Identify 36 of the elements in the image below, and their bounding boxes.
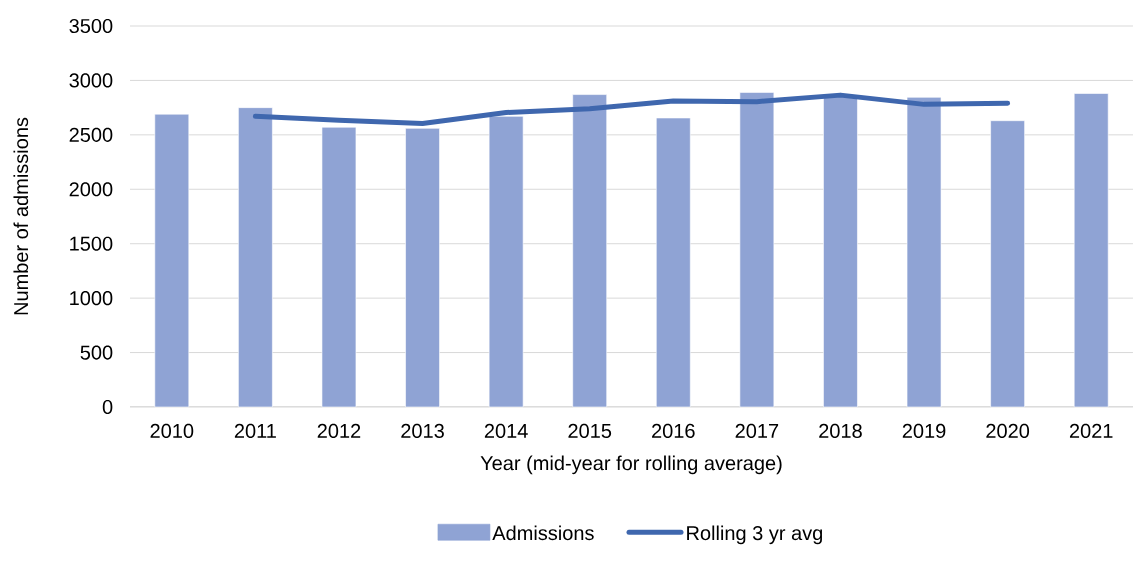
x-tick-label: 2013 — [401, 423, 444, 439]
y-tick-label: 2000 — [69, 182, 113, 197]
bar — [990, 120, 1025, 408]
x-tick-label: 2016 — [652, 423, 695, 439]
bar — [154, 113, 190, 408]
y-tick-label: 500 — [80, 345, 113, 360]
y-tick-label: 3500 — [69, 18, 113, 34]
x-tick-label: 2021 — [1069, 423, 1113, 439]
x-tick-label: 2015 — [568, 423, 612, 439]
bar — [655, 117, 691, 408]
y-tick-label: 1000 — [70, 291, 113, 306]
bar — [405, 128, 440, 408]
y-tick-label: 2500 — [69, 127, 113, 142]
y-tick-label: 1500 — [70, 236, 113, 251]
x-tick-label: 2010 — [150, 423, 194, 439]
bar — [572, 94, 608, 408]
x-axis-title: Year (mid-year for rolling average) — [480, 455, 782, 475]
y-tick-label: 3000 — [69, 73, 113, 88]
x-tick-label: 2011 — [234, 423, 276, 439]
legend-label: Rolling 3 yr avg — [687, 525, 823, 545]
bar — [321, 126, 357, 408]
bar — [906, 97, 942, 408]
y-axis-title: Number of admissions — [13, 117, 29, 315]
x-tick-label: 2019 — [902, 423, 946, 439]
bar — [823, 95, 858, 408]
bar — [1073, 93, 1109, 408]
bar — [739, 92, 775, 408]
legend-label: Admissions — [492, 525, 594, 541]
bar — [238, 107, 273, 408]
bar — [488, 116, 524, 408]
y-tick-label: 0 — [102, 399, 113, 415]
x-tick-label: 2020 — [986, 423, 1030, 439]
x-tick-label: 2012 — [317, 423, 361, 439]
x-tick-label: 2014 — [484, 423, 528, 439]
x-tick-label: 2017 — [735, 423, 779, 439]
x-tick-label: 2018 — [819, 423, 862, 439]
